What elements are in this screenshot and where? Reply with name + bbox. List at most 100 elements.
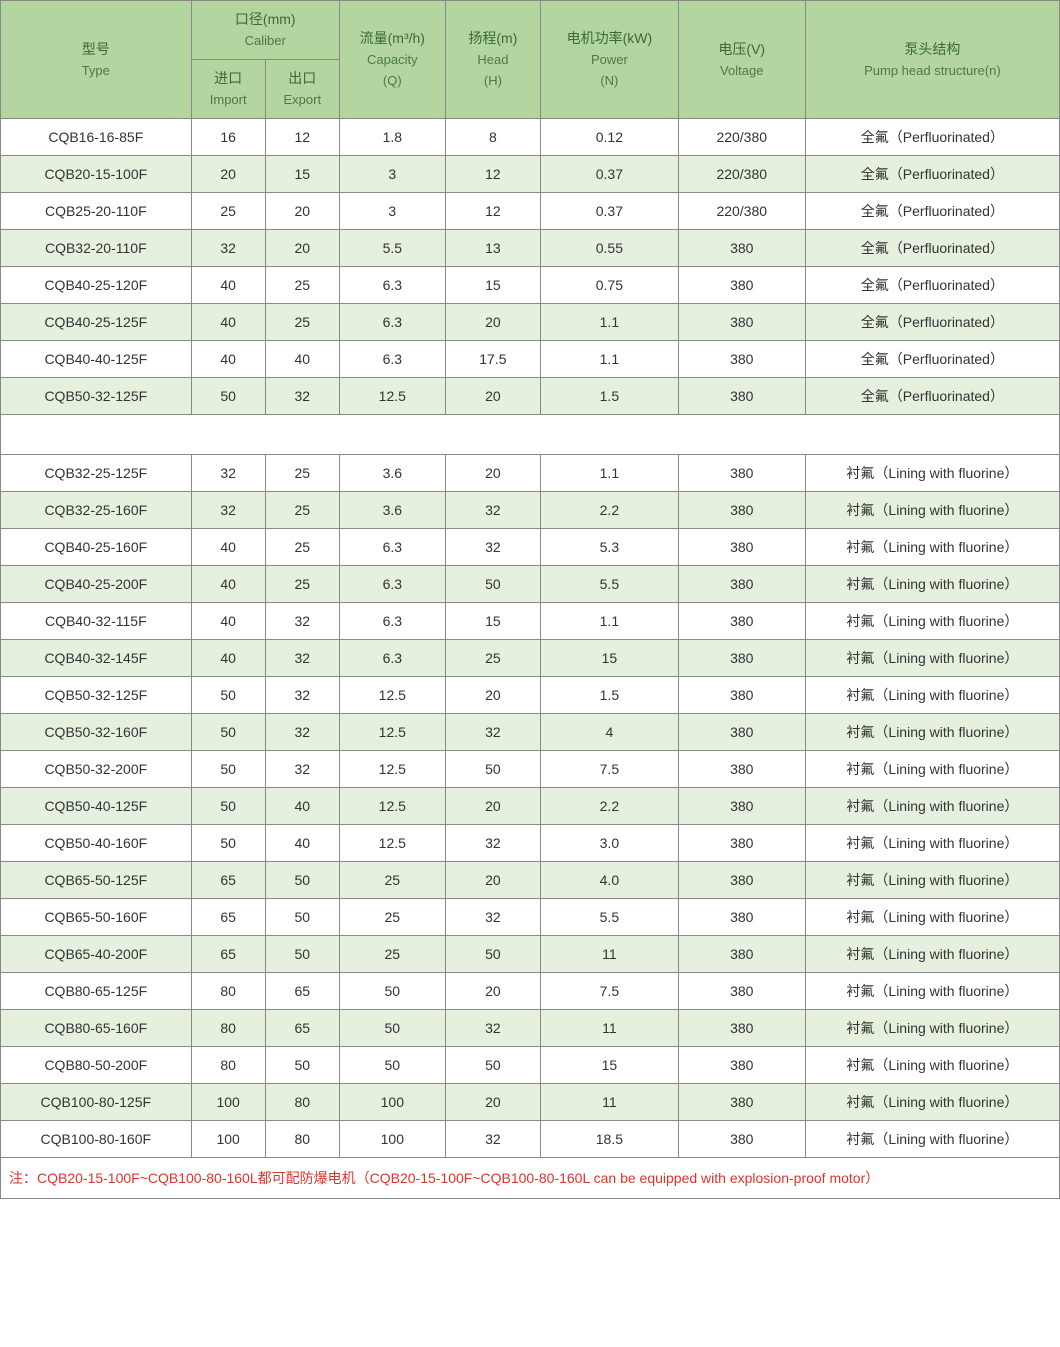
cell-flow: 25 <box>339 862 445 899</box>
table-row: CQB40-25-125F40256.3201.1380全氟（Perfluori… <box>1 304 1060 341</box>
cell-power: 2.2 <box>541 492 679 529</box>
cell-volt: 380 <box>678 714 805 751</box>
th-flow-cn: 流量(m³/h) <box>360 30 425 46</box>
cell-struct: 全氟（Perfluorinated） <box>805 119 1059 156</box>
cell-power: 15 <box>541 640 679 677</box>
cell-type: CQB16-16-85F <box>1 119 192 156</box>
cell-struct: 衬氟（Lining with fluorine） <box>805 936 1059 973</box>
cell-type: CQB100-80-160F <box>1 1121 192 1158</box>
cell-flow: 12.5 <box>339 825 445 862</box>
spacer-row <box>1 415 1060 455</box>
cell-type: CQB20-15-100F <box>1 156 192 193</box>
cell-head: 20 <box>445 455 540 492</box>
cell-type: CQB50-32-125F <box>1 677 192 714</box>
th-flow-sym: (Q) <box>383 73 402 88</box>
cell-struct: 全氟（Perfluorinated） <box>805 341 1059 378</box>
th-flow: 流量(m³/h) Capacity (Q) <box>339 1 445 119</box>
cell-export: 40 <box>265 788 339 825</box>
cell-power: 5.5 <box>541 899 679 936</box>
cell-export: 20 <box>265 230 339 267</box>
cell-power: 1.1 <box>541 455 679 492</box>
cell-export: 32 <box>265 603 339 640</box>
cell-export: 25 <box>265 304 339 341</box>
table-row: CQB40-40-125F40406.317.51.1380全氟（Perfluo… <box>1 341 1060 378</box>
th-type-en: Type <box>82 63 110 78</box>
cell-volt: 220/380 <box>678 193 805 230</box>
cell-export: 50 <box>265 862 339 899</box>
cell-power: 1.5 <box>541 677 679 714</box>
spacer-cell <box>1 415 1060 455</box>
cell-export: 32 <box>265 751 339 788</box>
cell-flow: 3.6 <box>339 455 445 492</box>
table-header: 型号 Type 口径(mm) Caliber 流量(m³/h) Capacity… <box>1 1 1060 119</box>
cell-import: 40 <box>191 304 265 341</box>
table-row: CQB65-40-200F6550255011380衬氟（Lining with… <box>1 936 1060 973</box>
cell-export: 40 <box>265 341 339 378</box>
table-row: CQB80-65-160F8065503211380衬氟（Lining with… <box>1 1010 1060 1047</box>
cell-flow: 12.5 <box>339 378 445 415</box>
cell-import: 50 <box>191 788 265 825</box>
cell-volt: 380 <box>678 825 805 862</box>
cell-import: 65 <box>191 862 265 899</box>
cell-export: 50 <box>265 899 339 936</box>
th-power: 电机功率(kW) Power (N) <box>541 1 679 119</box>
cell-power: 11 <box>541 1010 679 1047</box>
cell-import: 100 <box>191 1121 265 1158</box>
cell-struct: 衬氟（Lining with fluorine） <box>805 677 1059 714</box>
cell-type: CQB40-25-120F <box>1 267 192 304</box>
cell-export: 65 <box>265 973 339 1010</box>
cell-head: 15 <box>445 603 540 640</box>
cell-struct: 衬氟（Lining with fluorine） <box>805 529 1059 566</box>
cell-import: 40 <box>191 529 265 566</box>
cell-type: CQB32-20-110F <box>1 230 192 267</box>
cell-struct: 全氟（Perfluorinated） <box>805 230 1059 267</box>
cell-volt: 220/380 <box>678 156 805 193</box>
cell-import: 50 <box>191 714 265 751</box>
th-power-sym: (N) <box>600 73 618 88</box>
table-row: CQB40-32-115F40326.3151.1380衬氟（Lining wi… <box>1 603 1060 640</box>
cell-export: 25 <box>265 455 339 492</box>
th-export-cn: 出口 <box>288 70 316 86</box>
cell-volt: 380 <box>678 899 805 936</box>
cell-head: 20 <box>445 304 540 341</box>
cell-power: 4.0 <box>541 862 679 899</box>
cell-flow: 50 <box>339 973 445 1010</box>
cell-export: 25 <box>265 566 339 603</box>
cell-type: CQB80-65-160F <box>1 1010 192 1047</box>
cell-head: 15 <box>445 267 540 304</box>
table-row: CQB100-80-160F100801003218.5380衬氟（Lining… <box>1 1121 1060 1158</box>
cell-head: 50 <box>445 1047 540 1084</box>
cell-flow: 6.3 <box>339 267 445 304</box>
cell-struct: 全氟（Perfluorinated） <box>805 193 1059 230</box>
cell-volt: 380 <box>678 751 805 788</box>
cell-export: 50 <box>265 936 339 973</box>
table-row: CQB100-80-125F100801002011380衬氟（Lining w… <box>1 1084 1060 1121</box>
cell-volt: 380 <box>678 566 805 603</box>
cell-flow: 12.5 <box>339 714 445 751</box>
cell-import: 16 <box>191 119 265 156</box>
cell-head: 20 <box>445 973 540 1010</box>
cell-flow: 5.5 <box>339 230 445 267</box>
cell-import: 65 <box>191 899 265 936</box>
cell-type: CQB40-25-200F <box>1 566 192 603</box>
th-caliber-en: Caliber <box>245 33 286 48</box>
cell-power: 0.75 <box>541 267 679 304</box>
cell-export: 20 <box>265 193 339 230</box>
cell-flow: 3 <box>339 156 445 193</box>
table-row: CQB25-20-110F25203120.37220/380全氟（Perflu… <box>1 193 1060 230</box>
cell-volt: 380 <box>678 1121 805 1158</box>
cell-volt: 380 <box>678 677 805 714</box>
cell-power: 7.5 <box>541 751 679 788</box>
cell-type: CQB80-65-125F <box>1 973 192 1010</box>
th-export-en: Export <box>284 92 322 107</box>
th-type-cn: 型号 <box>82 41 110 57</box>
cell-head: 25 <box>445 640 540 677</box>
cell-type: CQB40-32-145F <box>1 640 192 677</box>
cell-struct: 衬氟（Lining with fluorine） <box>805 1047 1059 1084</box>
cell-struct: 衬氟（Lining with fluorine） <box>805 1010 1059 1047</box>
cell-import: 80 <box>191 973 265 1010</box>
cell-volt: 380 <box>678 788 805 825</box>
cell-head: 32 <box>445 529 540 566</box>
cell-flow: 50 <box>339 1010 445 1047</box>
table-row: CQB50-32-125F503212.5201.5380衬氟（Lining w… <box>1 677 1060 714</box>
